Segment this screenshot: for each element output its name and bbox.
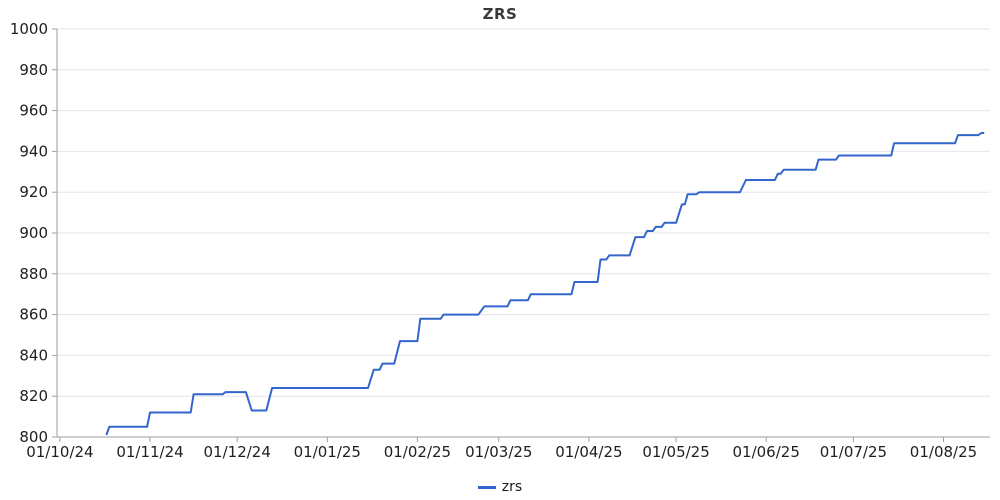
x-tick-label: 01/12/24 — [204, 443, 271, 461]
y-tick-label: 1000 — [10, 20, 48, 38]
y-tick-label: 980 — [19, 61, 48, 79]
x-tick-label: 01/02/25 — [384, 443, 451, 461]
y-tick-label: 960 — [19, 102, 48, 120]
chart-title: ZRS — [482, 5, 518, 23]
y-tick-label: 800 — [19, 428, 48, 446]
x-tick-label: 01/11/24 — [116, 443, 183, 461]
y-tick-label: 840 — [19, 346, 48, 364]
y-tick-label: 880 — [19, 265, 48, 283]
y-tick-label: 940 — [19, 142, 48, 160]
y-tick-label: 900 — [19, 224, 48, 242]
x-tick-label: 01/05/25 — [642, 443, 709, 461]
y-tick-label: 820 — [19, 387, 48, 405]
x-tick-label: 01/08/25 — [910, 443, 977, 461]
legend-line-marker-icon — [477, 485, 496, 489]
x-tick-label: 01/01/25 — [294, 443, 361, 461]
x-tick-label: 01/07/25 — [820, 443, 887, 461]
x-tick-label: 01/04/25 — [555, 443, 622, 461]
chart-legend: zrs — [0, 479, 1000, 495]
legend-series-label: zrs — [501, 479, 523, 495]
y-tick-label: 920 — [19, 183, 48, 201]
series-line-zrs — [105, 132, 985, 436]
x-tick-label: 01/03/25 — [465, 443, 532, 461]
y-tick-label: 860 — [19, 306, 48, 324]
x-tick-label: 01/10/24 — [26, 443, 93, 461]
x-tick-label: 01/06/25 — [733, 443, 800, 461]
